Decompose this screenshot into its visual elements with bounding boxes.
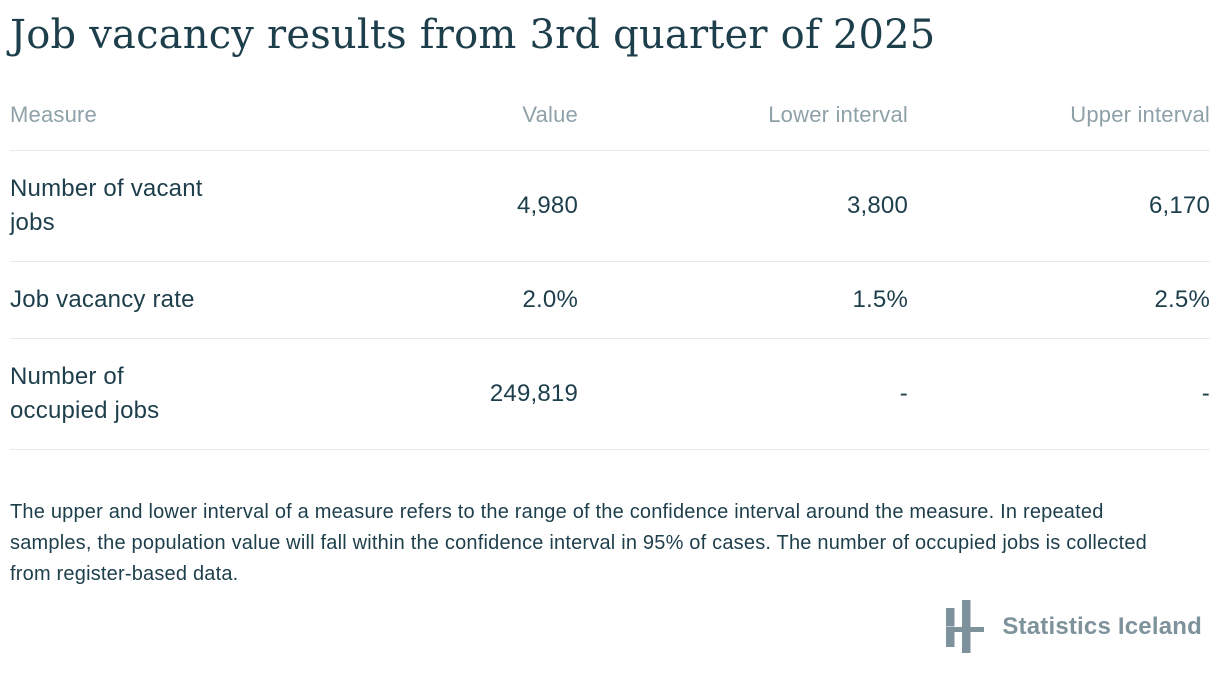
branding: Statistics Iceland xyxy=(10,600,1210,653)
table-row: Number of occupied jobs 249,819 - - xyxy=(10,338,1210,450)
table-row: Job vacancy rate 2.0% 1.5% 2.5% xyxy=(10,261,1210,339)
lower-interval-cell: 1.5% xyxy=(578,261,908,339)
lower-interval-cell: 3,800 xyxy=(578,150,908,262)
results-table: Measure Value Lower interval Upper inter… xyxy=(10,82,1210,450)
measure-label: Number of occupied jobs xyxy=(10,363,160,424)
column-header-lower-interval: Lower interval xyxy=(578,82,908,151)
measure-cell: Number of vacant jobs xyxy=(10,150,340,262)
upper-interval-cell: 2.5% xyxy=(908,261,1210,339)
upper-interval-cell: 6,170 xyxy=(908,150,1210,262)
value-cell: 249,819 xyxy=(340,338,578,450)
value-cell: 2.0% xyxy=(340,261,578,339)
measure-cell: Job vacancy rate xyxy=(10,261,340,339)
measure-cell: Number of occupied jobs xyxy=(10,338,340,450)
measure-label: Number of vacant jobs xyxy=(10,175,203,236)
column-header-upper-interval: Upper interval xyxy=(908,82,1210,151)
upper-interval-cell: - xyxy=(908,338,1210,450)
footnote-text: The upper and lower interval of a measur… xyxy=(10,501,1147,585)
table-header-row: Measure Value Lower interval Upper inter… xyxy=(10,82,1210,151)
lower-interval-cell: - xyxy=(578,338,908,450)
statistics-iceland-logo-icon xyxy=(946,600,985,653)
table-row: Number of vacant jobs 4,980 3,800 6,170 xyxy=(10,150,1210,262)
column-header-value: Value xyxy=(340,82,578,151)
value-cell: 4,980 xyxy=(340,150,578,262)
page-title: Job vacancy results from 3rd quarter of … xyxy=(10,12,936,58)
column-header-measure: Measure xyxy=(10,82,340,151)
logo-wordmark: Statistics Iceland xyxy=(1002,612,1202,640)
measure-label: Job vacancy rate xyxy=(10,286,195,313)
